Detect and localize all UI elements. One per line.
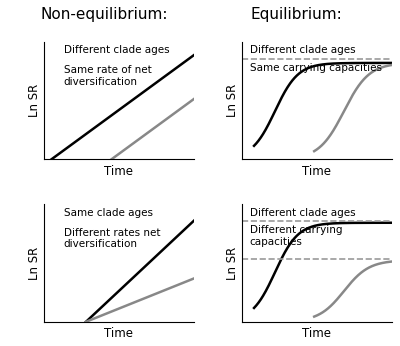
X-axis label: Time: Time [302, 327, 332, 340]
Y-axis label: Ln SR: Ln SR [28, 84, 41, 117]
Y-axis label: Ln SR: Ln SR [226, 246, 239, 280]
Text: Same rate of net
diversification: Same rate of net diversification [64, 65, 151, 86]
Text: Equilibrium:: Equilibrium: [250, 7, 342, 22]
X-axis label: Time: Time [104, 327, 134, 340]
Text: Non-equilibrium:: Non-equilibrium: [40, 7, 168, 22]
Text: Different clade ages: Different clade ages [64, 45, 169, 55]
Text: Different clade ages: Different clade ages [250, 45, 355, 55]
X-axis label: Time: Time [104, 165, 134, 178]
X-axis label: Time: Time [302, 165, 332, 178]
Text: Same carrying capacities: Same carrying capacities [250, 63, 382, 73]
Text: Different clade ages: Different clade ages [250, 208, 355, 218]
Text: Different rates net
diversification: Different rates net diversification [64, 228, 160, 249]
Y-axis label: Ln SR: Ln SR [28, 246, 41, 280]
Text: Different carrying
capacities: Different carrying capacities [250, 225, 342, 247]
Text: Same clade ages: Same clade ages [64, 208, 152, 218]
Y-axis label: Ln SR: Ln SR [226, 84, 239, 117]
